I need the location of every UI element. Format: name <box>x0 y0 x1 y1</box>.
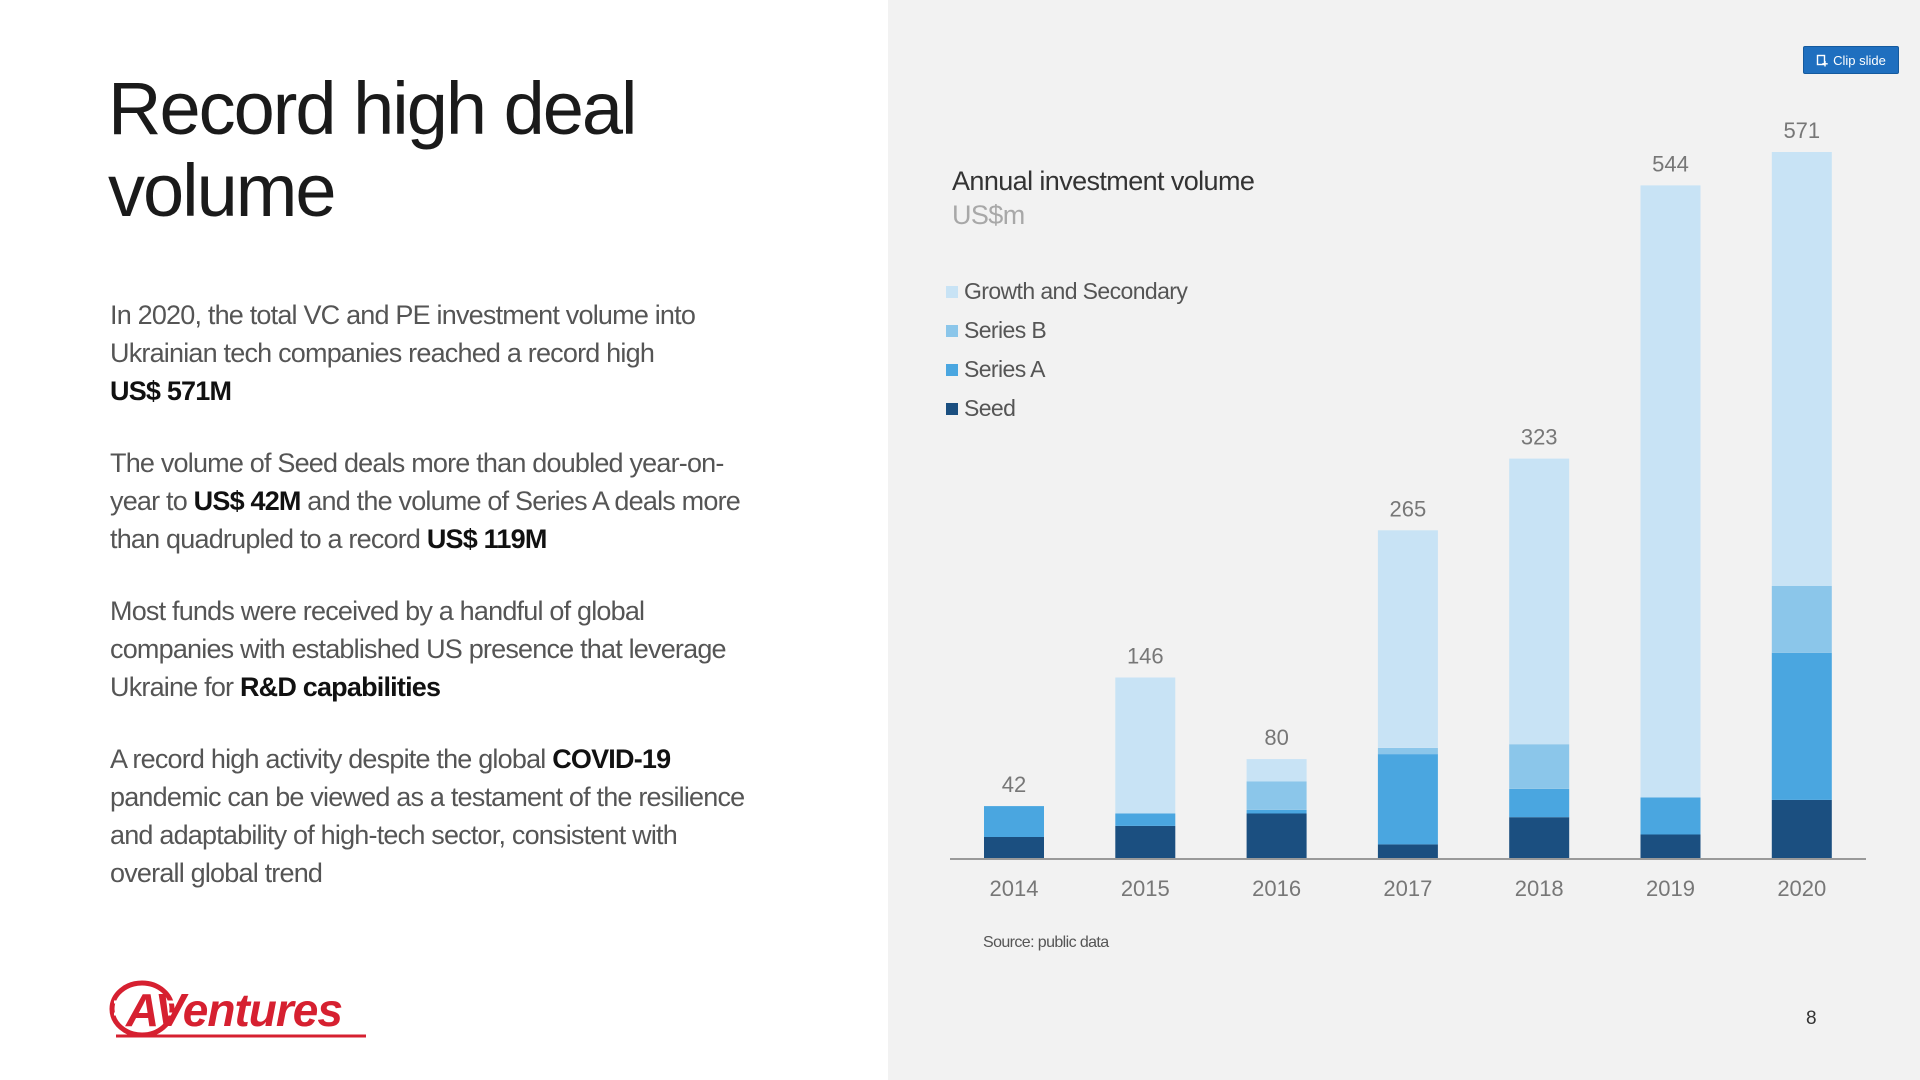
bar-segment <box>984 806 1044 837</box>
paragraph-text: The volume of Seed deals more than doubl… <box>110 448 724 516</box>
bar-segment <box>1640 185 1701 798</box>
bar-segment <box>1246 809 1307 814</box>
data-label: 323 <box>1521 425 1558 450</box>
stacked-bar-chart: 42 2014 146 2015 80 2016 265 2017 323 2018 544 2019… <box>950 118 1866 901</box>
data-label: 80 <box>1264 725 1288 750</box>
body-paragraph: A record high activity despite the globa… <box>110 740 750 892</box>
clip-icon <box>1816 54 1828 66</box>
bar-segment <box>1377 748 1438 755</box>
legend-swatch <box>946 402 958 415</box>
bar-segment <box>1246 781 1307 810</box>
data-label: 571 <box>1783 118 1820 143</box>
bar-segment <box>1246 813 1307 858</box>
paragraph-text: A record high activity despite the globa… <box>110 744 553 774</box>
bar-segment <box>1640 834 1701 858</box>
clip-slide-button[interactable]: Clip slide <box>1803 46 1899 74</box>
bar-segment <box>1377 530 1438 748</box>
slide-title-line-1: Record high deal <box>108 67 637 150</box>
bar-segment <box>1771 152 1832 586</box>
bar-segment <box>1115 677 1176 814</box>
bar-segment <box>1509 817 1570 858</box>
bar-segment <box>1640 797 1701 835</box>
legend-item: Growth and Secondary <box>946 272 1188 311</box>
slide-title-line-2: volume <box>108 149 337 232</box>
legend-label: Series A <box>964 356 1045 382</box>
chart-title: Annual investment volume <box>952 166 1255 196</box>
bar-segment <box>1509 744 1570 789</box>
aventures-logo: AVentures <box>109 980 366 1038</box>
logo-text: AVentures <box>125 984 342 1036</box>
legend-label: Seed <box>964 395 1016 421</box>
bar-segment <box>1509 788 1570 818</box>
body-paragraph: The volume of Seed deals more than doubl… <box>110 444 750 558</box>
bar-segment <box>1771 652 1832 800</box>
legend-item: Series B <box>946 311 1187 350</box>
bar-segment <box>1246 759 1307 782</box>
highlight-text: COVID-19 <box>552 744 671 774</box>
data-label: 42 <box>1002 772 1026 797</box>
highlight-text: US$ 571M <box>110 376 232 406</box>
bar-segment <box>1771 799 1832 858</box>
x-tick-label: 2015 <box>1121 876 1170 901</box>
legend-swatch <box>946 363 958 376</box>
legend-swatch <box>946 324 958 337</box>
highlight-text: US$ 42M <box>193 486 302 516</box>
legend-item: Series A <box>946 350 1187 389</box>
left-panel: Record high deal volume In 2020, the tot… <box>0 0 888 1080</box>
data-label: 544 <box>1652 151 1689 176</box>
bar-segment <box>1115 813 1176 826</box>
bar-segment <box>1377 754 1438 845</box>
paragraph-text: pandemic can be viewed as a testament of… <box>110 782 745 888</box>
page-number: 8 <box>1806 1008 1817 1029</box>
source-note: Source: public data <box>983 934 1109 951</box>
bar-segment <box>1509 458 1570 745</box>
body-paragraph: In 2020, the total VC and PE investment … <box>110 296 750 410</box>
chart-legend: Growth and Secondary Series B Series A Seed <box>946 272 1188 428</box>
x-tick-label: 2018 <box>1515 876 1564 901</box>
legend-label: Growth and Secondary <box>964 278 1188 304</box>
bar-segment <box>1115 825 1176 858</box>
bar-segment <box>1771 586 1832 653</box>
x-tick-label: 2016 <box>1252 876 1301 901</box>
body-paragraph: Most funds were received by a handful of… <box>110 592 750 706</box>
bar-segment <box>984 837 1044 858</box>
legend-label: Series B <box>964 317 1047 343</box>
x-tick-label: 2019 <box>1646 876 1695 901</box>
bar-segment <box>1377 844 1438 858</box>
clip-slide-label: Clip slide <box>1833 52 1886 68</box>
paragraph-text: Most funds were received by a handful of… <box>110 596 727 702</box>
paragraph-text: In 2020, the total VC and PE investment … <box>110 300 696 368</box>
body-text: In 2020, the total VC and PE investment … <box>110 296 750 926</box>
slide-title: Record high deal volume <box>108 68 808 232</box>
highlight-text: R&D capabilities <box>239 672 441 702</box>
legend-item: Seed <box>946 389 1187 428</box>
paragraph-text: and the volume of Series A deals more th… <box>110 486 741 554</box>
logo-mark <box>109 980 366 1038</box>
highlight-text: US$ 119M <box>426 524 547 554</box>
data-label: 265 <box>1390 496 1427 521</box>
x-tick-label: 2020 <box>1777 876 1826 901</box>
legend-swatch <box>946 285 958 298</box>
x-tick-label: 2014 <box>990 876 1039 901</box>
chart-subtitle: US$m <box>952 200 1025 230</box>
x-tick-label: 2017 <box>1383 876 1432 901</box>
data-label: 146 <box>1127 644 1164 669</box>
